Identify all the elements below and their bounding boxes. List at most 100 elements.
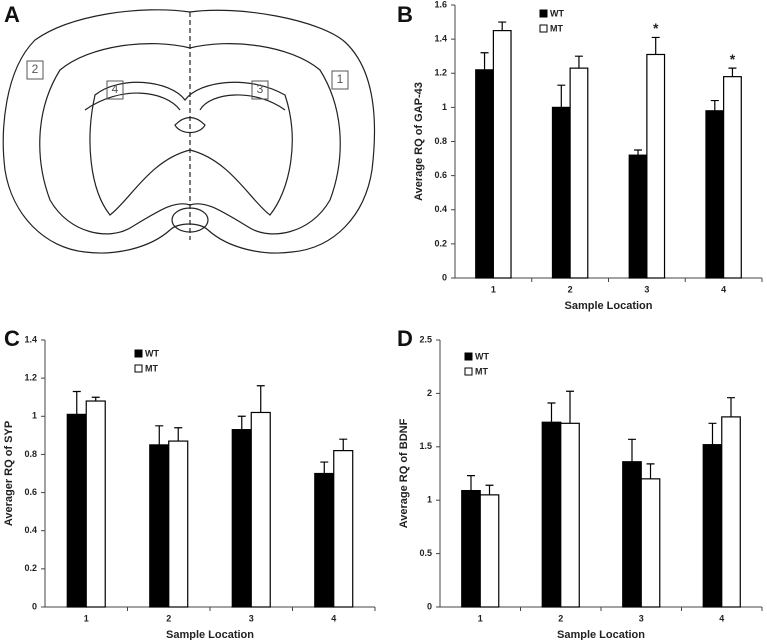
region-label: 2 — [32, 62, 39, 76]
error-bar — [566, 390, 575, 424]
x-axis-title: Sample Location — [166, 629, 254, 640]
error-bar — [646, 463, 655, 479]
x-tick-label: 3 — [639, 613, 644, 623]
bar — [314, 472, 335, 608]
y-tick-label: 1 — [427, 495, 432, 505]
error-bar — [727, 397, 736, 417]
legend-label: MT — [145, 363, 158, 373]
legend-label: MT — [475, 366, 488, 376]
bar — [640, 478, 661, 608]
y-tick-label: 1 — [32, 411, 37, 421]
error-bar — [320, 461, 329, 474]
error-bar — [574, 55, 583, 69]
x-axis-title: Sample Location — [557, 629, 645, 640]
bar — [475, 69, 494, 279]
legend-swatch — [539, 9, 548, 18]
y-axis-title: Average RQ of BDNF — [398, 418, 410, 528]
bar — [702, 444, 723, 608]
error-bar — [634, 149, 643, 156]
panel-label: D — [397, 326, 413, 351]
x-tick-label: 2 — [568, 284, 573, 294]
y-axis-title: Average RQ of GAP-43 — [413, 82, 425, 201]
y-tick-label: 1 — [442, 102, 447, 112]
error-bar — [91, 396, 100, 402]
region-label: 1 — [337, 72, 344, 86]
y-tick-label: 1.4 — [434, 34, 447, 44]
legend-label: WT — [550, 8, 564, 18]
x-tick-label: 3 — [249, 613, 254, 623]
legend-swatch — [464, 352, 473, 361]
bar — [149, 444, 170, 608]
bar — [479, 494, 500, 608]
region-label: 4 — [112, 82, 119, 96]
error-bar — [155, 425, 164, 445]
brain-diagram: A 2 4 3 1 — [2, 2, 376, 254]
bar — [492, 29, 512, 279]
legend-swatch — [539, 24, 548, 33]
y-tick-label: 1.5 — [419, 441, 432, 451]
bar — [646, 53, 666, 279]
bar — [622, 461, 642, 608]
legend-swatch — [134, 364, 143, 373]
panel-label: A — [4, 2, 20, 27]
y-tick-label: 2.5 — [419, 334, 432, 344]
error-bar — [728, 67, 737, 77]
bar — [723, 76, 742, 279]
y-tick-label: 0.4 — [434, 204, 447, 214]
x-axis-title: Sample Location — [564, 300, 652, 312]
x-tick-label: 4 — [719, 613, 724, 623]
y-tick-label: 1.2 — [434, 68, 447, 78]
bar — [231, 429, 252, 608]
y-tick-label: 0.5 — [419, 548, 432, 558]
x-tick-label: 4 — [331, 613, 336, 623]
y-tick-label: 0 — [442, 272, 447, 282]
y-tick-label: 0.6 — [24, 487, 37, 497]
x-tick-label: 4 — [721, 284, 726, 294]
bar — [541, 421, 562, 608]
y-tick-label: 0 — [427, 601, 432, 611]
panel-label: B — [397, 2, 413, 27]
significance-mark: * — [730, 51, 736, 67]
error-bar — [466, 475, 475, 491]
error-bar — [710, 99, 719, 111]
bar — [461, 489, 481, 608]
error-bar — [339, 438, 348, 451]
bar — [333, 450, 354, 608]
y-tick-label: 0.6 — [434, 170, 447, 180]
bar — [560, 422, 580, 608]
bar — [250, 411, 271, 608]
x-tick-label: 3 — [644, 284, 649, 294]
y-tick-label: 2 — [427, 388, 432, 398]
bar — [628, 154, 648, 279]
error-bar — [485, 484, 494, 495]
error-bar — [627, 438, 636, 462]
x-tick-label: 1 — [491, 284, 496, 294]
error-bar — [547, 402, 556, 423]
error-bar — [237, 415, 246, 430]
error-bar — [72, 390, 81, 415]
bar — [569, 67, 589, 279]
y-tick-label: 0.2 — [434, 238, 447, 248]
bar — [66, 413, 87, 608]
error-bar — [708, 422, 717, 445]
panel-label: C — [4, 326, 20, 351]
y-tick-label: 0.2 — [24, 563, 37, 573]
y-tick-label: 1.2 — [24, 373, 37, 383]
error-bar — [480, 52, 489, 70]
bar — [85, 400, 106, 608]
y-tick-label: 0.8 — [434, 136, 447, 146]
error-bar — [256, 385, 265, 413]
y-tick-label: 0.4 — [24, 525, 37, 535]
y-tick-label: 0 — [32, 601, 37, 611]
error-bar — [174, 427, 183, 442]
legend-label: WT — [475, 351, 489, 361]
x-tick-label: 1 — [478, 613, 483, 623]
legend-label: MT — [550, 23, 563, 33]
x-tick-label: 2 — [558, 613, 563, 623]
bar — [551, 106, 571, 279]
legend-label: WT — [145, 348, 159, 358]
error-bar — [557, 84, 566, 108]
region-label: 3 — [257, 82, 264, 96]
legend-swatch — [134, 349, 143, 358]
